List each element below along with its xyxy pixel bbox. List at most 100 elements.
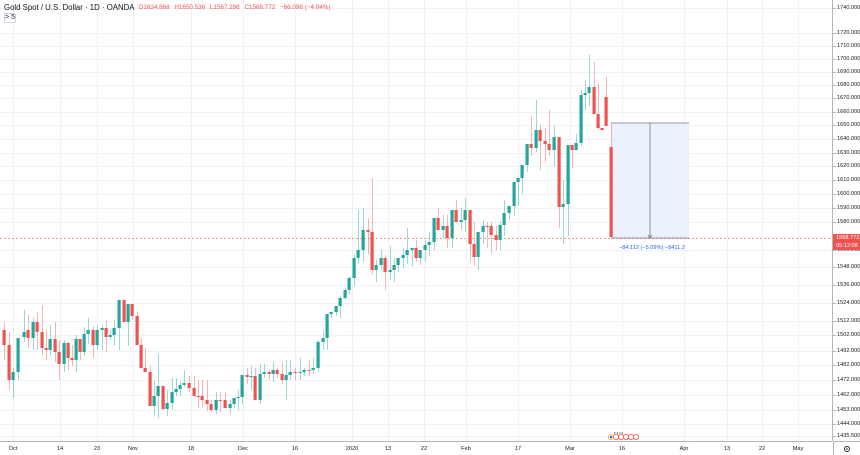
price-label: 1453.000 — [837, 407, 860, 413]
time-label: Apr — [679, 446, 689, 452]
candle — [156, 386, 160, 396]
candle — [22, 332, 26, 337]
candle — [161, 386, 165, 409]
change-value: −66.096 (−4.04%) — [280, 4, 331, 11]
candle — [91, 330, 95, 345]
candle — [489, 226, 493, 235]
price-label: 1670.000 — [837, 95, 860, 101]
economic-events-markers[interactable]: 5 4 7 6 — [607, 431, 641, 440]
price-tick — [833, 194, 836, 195]
candle — [31, 322, 35, 338]
candle — [139, 345, 143, 368]
candle — [352, 258, 356, 278]
price-label: 1492.000 — [837, 348, 860, 354]
event-icon — [617, 434, 624, 440]
candle — [316, 342, 320, 368]
price-tick — [833, 424, 836, 425]
chart-settings-button[interactable] — [833, 441, 860, 455]
candle — [108, 335, 112, 337]
price-axis[interactable]: 1740.000 1720.000 1710.000 1700.000 1690.000… — [832, 0, 860, 441]
time-label: 17 — [514, 446, 522, 452]
candle — [596, 114, 600, 128]
candle — [311, 368, 315, 370]
candle — [547, 144, 551, 150]
candle — [414, 248, 418, 258]
price-label: 1610.000 — [837, 177, 860, 183]
time-label: 22 — [420, 446, 428, 452]
price-tick — [833, 380, 836, 381]
candle — [529, 144, 533, 148]
candle — [245, 375, 249, 377]
candle — [502, 213, 506, 225]
price-tick — [833, 72, 836, 73]
candle — [165, 403, 169, 409]
candle — [122, 300, 126, 322]
candle — [604, 97, 608, 126]
time-axis[interactable]: Oct 14 23 Nov 18 Dec 16 2020 13 22 Feb 17 Mar 16 Apr 13… — [0, 441, 832, 455]
candle — [258, 374, 262, 400]
price-label: 1444.000 — [837, 421, 860, 427]
candle — [62, 343, 66, 364]
symbol-title[interactable]: Gold Spot / U.S. Dollar · 1D · OANDA — [4, 3, 135, 12]
candle — [130, 304, 134, 316]
candle — [507, 206, 511, 213]
time-label: 16 — [618, 446, 626, 452]
candle — [284, 375, 288, 380]
candle — [2, 330, 6, 345]
candle — [117, 300, 121, 328]
candle — [463, 210, 467, 220]
candle — [592, 87, 596, 114]
price-range-measure[interactable] — [611, 122, 689, 239]
candle — [396, 258, 400, 265]
candle — [196, 396, 200, 397]
candle — [543, 141, 547, 144]
arrow-down-icon — [647, 234, 653, 239]
time-label: Feb — [461, 446, 471, 452]
candle — [100, 328, 104, 330]
candle — [321, 338, 325, 342]
price-label: 1660.000 — [837, 109, 860, 115]
candle — [534, 130, 538, 148]
indicators-collapse-button[interactable]: > 5 — [4, 13, 16, 23]
price-label: 1560.000 — [837, 247, 860, 253]
candle — [552, 137, 556, 150]
candle — [53, 339, 57, 352]
time-label: 14 — [56, 446, 64, 452]
candle — [112, 328, 116, 335]
candle — [214, 400, 218, 410]
price-label: 1472.000 — [837, 377, 860, 383]
candle — [494, 235, 498, 240]
candle — [262, 372, 266, 374]
time-label: Nov — [128, 446, 138, 452]
price-label: 1524.000 — [837, 300, 860, 306]
candle — [468, 210, 472, 244]
candle — [218, 400, 222, 401]
candle — [512, 182, 516, 206]
candle — [329, 312, 333, 314]
bar-countdown-badge: 05:12:08 — [833, 242, 860, 250]
candle — [370, 232, 374, 270]
candlesticks[interactable] — [2, 55, 613, 418]
candle — [40, 332, 44, 348]
price-label: 1740.000 — [837, 5, 860, 11]
time-label: Dec — [238, 446, 248, 452]
candle — [253, 376, 257, 400]
open-value: O1634.868 — [138, 4, 170, 11]
price-tick — [833, 153, 836, 154]
time-label: 2020 — [345, 446, 359, 452]
candle — [600, 128, 604, 130]
price-label: 1600.000 — [837, 191, 860, 197]
candle — [271, 370, 275, 374]
time-label: Mar — [565, 446, 575, 452]
candle — [609, 147, 613, 237]
candle — [343, 290, 347, 298]
candle — [383, 258, 387, 272]
candle — [293, 372, 297, 373]
candle — [66, 343, 70, 358]
candle — [240, 375, 244, 397]
candle — [143, 368, 147, 372]
candle — [236, 397, 240, 398]
candle — [170, 392, 174, 403]
